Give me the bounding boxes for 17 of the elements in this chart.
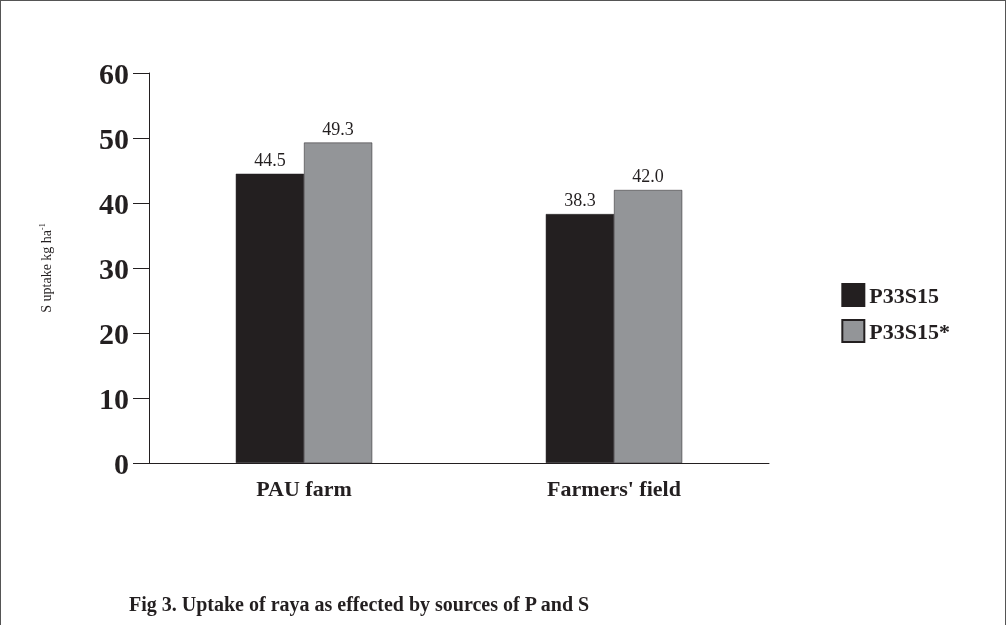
y-tick-label: 60: [99, 56, 129, 90]
y-tick-label: 40: [99, 186, 129, 220]
data-label: 38.3: [564, 190, 596, 211]
text: Fig 3. Uptake of raya as effected by sources of P and S: [129, 593, 590, 616]
y-tick-label: 30: [99, 251, 129, 285]
legend-label: P33S15: [869, 282, 940, 308]
x-tick-label: PAU farm: [256, 475, 352, 501]
x-tick-label: Farmers' field: [547, 475, 681, 501]
y-axis-title: S uptake kg ha-1: [37, 223, 54, 313]
data-label: 49.3: [322, 118, 354, 139]
legend-label: P33S15*: [869, 318, 951, 344]
data-label: 44.5: [254, 149, 286, 170]
data-label: 42.0: [632, 166, 664, 186]
y-tick-label: 20: [99, 316, 129, 350]
y-tick-label: 0: [114, 446, 129, 480]
y-tick-label: 50: [99, 121, 129, 155]
y-tick-label: 10: [99, 381, 129, 415]
